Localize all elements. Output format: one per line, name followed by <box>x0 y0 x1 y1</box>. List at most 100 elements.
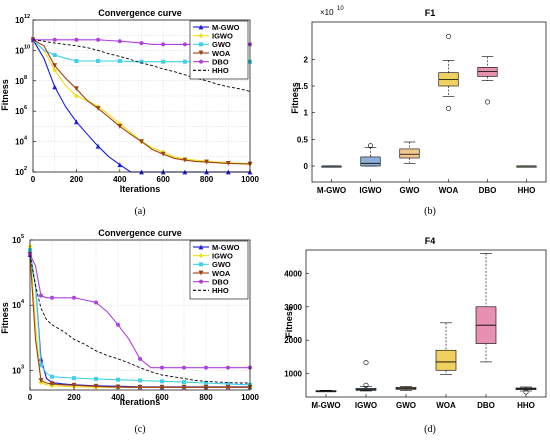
marker <box>198 24 204 30</box>
marker <box>74 86 79 92</box>
marker <box>182 365 186 370</box>
marker <box>52 37 57 42</box>
outlier <box>445 33 451 39</box>
chart-b-title: F1 <box>425 8 436 18</box>
marker <box>160 365 164 370</box>
chart-d-axes: 1000 2000 3000 4000 M-GWO IGWO GWO WOA DBO HHO <box>284 249 547 410</box>
x-tick-label: 1000 <box>241 175 259 184</box>
x-tick-label: 200 <box>67 393 81 402</box>
x-tick-label: 400 <box>113 175 127 184</box>
x-tick-label: 600 <box>157 175 171 184</box>
x-tick-label: 200 <box>70 175 84 184</box>
panel-b: F1 ×10 10 Fitness (b) 0 0.5 1 1.5 2 M-GWO IGWO… <box>290 6 547 217</box>
y-tick-label: 10 <box>15 107 24 116</box>
marker <box>204 159 209 165</box>
chart-b-boxes <box>321 33 537 168</box>
y-tick-label: 10 <box>12 366 21 375</box>
marker <box>199 42 203 47</box>
x-tick-label-dbo: DBO <box>479 186 497 195</box>
x-tick-label: 0 <box>28 393 33 402</box>
axes-frame <box>29 239 251 391</box>
box-woa <box>435 349 457 371</box>
marker <box>138 356 142 361</box>
x-tick-label: 400 <box>111 393 125 402</box>
y-tick-label: 10 <box>15 16 24 25</box>
chart-c-xlabel: Iterations <box>120 397 161 407</box>
caption-a: (a) <box>134 206 145 217</box>
marker <box>117 39 122 44</box>
marker <box>225 160 231 166</box>
marker <box>39 363 43 368</box>
legend-label-hho: HHO <box>212 66 229 75</box>
marker <box>139 139 144 144</box>
box-igwo <box>360 156 381 167</box>
marker <box>137 384 143 390</box>
marker <box>117 124 123 129</box>
marker <box>52 52 57 57</box>
y-tick-exp: 4 <box>24 136 28 142</box>
marker <box>199 59 203 64</box>
x-tick-label-m-gwo: M-GWO <box>311 401 340 410</box>
y-tick-label: 10 <box>12 236 21 245</box>
marker <box>198 50 204 56</box>
chart-b-ylabel: Fitness <box>290 82 300 114</box>
marker <box>182 42 187 47</box>
y-tick-label: 10 <box>12 301 21 310</box>
y-tick-exp: 3 <box>21 364 24 370</box>
panel-a: Convergence curve Fitness Iterations (a)… <box>0 8 259 217</box>
marker <box>74 119 79 125</box>
x-tick-label-woa: WOA <box>436 401 456 410</box>
marker <box>161 59 166 64</box>
x-tick-label-igwo: IGWO <box>355 401 377 410</box>
y-tick-label: 4000 <box>284 269 302 278</box>
marker <box>72 376 76 381</box>
series-line-hho <box>29 254 250 384</box>
marker <box>39 293 43 298</box>
legend-label-woa: WOA <box>212 269 231 278</box>
marker <box>161 42 166 47</box>
outlier <box>363 360 369 366</box>
marker <box>181 384 187 390</box>
x-tick-label-m-gwo: M-GWO <box>317 186 346 195</box>
marker <box>198 33 204 39</box>
chart-c-title: Convergence curve <box>98 228 182 238</box>
x-tick-label: 800 <box>200 175 214 184</box>
chart-d-boxes <box>315 253 537 395</box>
legend-label-woa: WOA <box>212 49 231 58</box>
marker <box>138 378 142 383</box>
axes-frame <box>311 21 547 183</box>
chart-d-title: F4 <box>425 236 436 246</box>
panel-c: Convergence curve Fitness Iterations (c)… <box>0 228 259 435</box>
chart-a-ylabel: Fitness <box>0 79 10 111</box>
marker <box>139 41 144 46</box>
marker <box>96 59 101 64</box>
chart-a-title: Convergence curve <box>98 8 182 18</box>
legend-label-m-gwo: M-GWO <box>212 23 240 32</box>
outlier <box>367 143 373 149</box>
y-tick-label: 10 <box>15 46 24 55</box>
marker <box>204 365 208 370</box>
marker <box>38 378 44 383</box>
legend-label-hho: HHO <box>212 286 229 295</box>
marker <box>139 59 144 64</box>
legend-box <box>189 20 249 80</box>
chart-b-axes: 0 0.5 1 1.5 2 M-GWO IGWO GWO WOA DBO HHO <box>297 21 547 195</box>
chart-d-ylabel: Fitness <box>284 306 294 338</box>
legend-label-dbo: DBO <box>212 277 229 286</box>
marker <box>74 93 79 99</box>
marker <box>93 383 99 389</box>
marker <box>52 84 58 90</box>
marker <box>95 143 101 149</box>
marker <box>72 295 76 300</box>
marker <box>182 380 186 385</box>
series-line-hho <box>32 39 251 92</box>
marker <box>95 106 101 111</box>
x-tick-label: 800 <box>199 393 213 402</box>
marker <box>198 270 204 276</box>
chart-b-multiplier: ×10 <box>320 8 334 17</box>
x-tick-label: 600 <box>155 393 169 402</box>
x-tick-label: 0 <box>31 175 36 184</box>
marker <box>182 157 188 163</box>
